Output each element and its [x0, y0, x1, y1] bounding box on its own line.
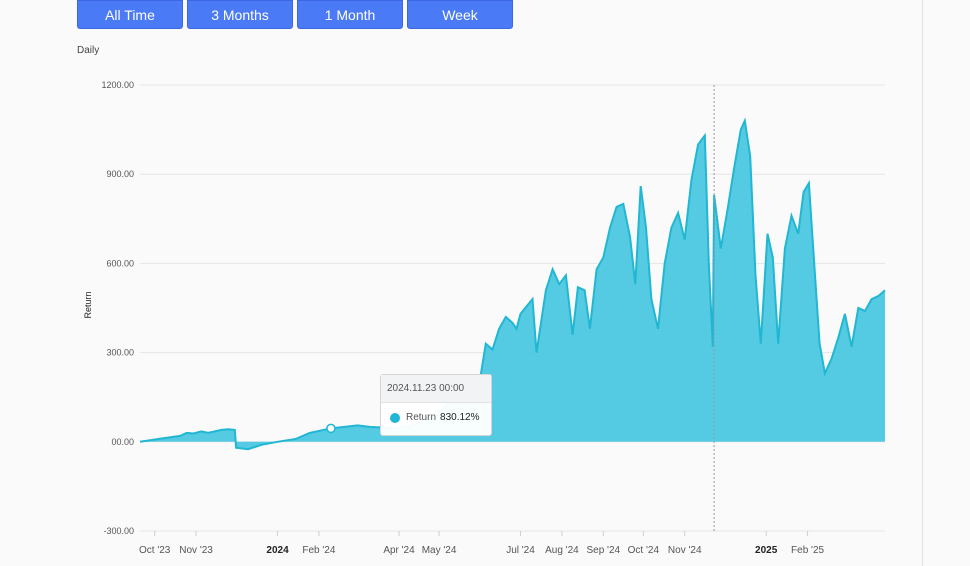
x-tick-label: Jul '24: [506, 545, 535, 556]
series-point-marker: [326, 423, 336, 434]
x-tick-label: Oct '24: [628, 545, 660, 556]
x-tick-label: May '24: [422, 545, 457, 556]
x-tick-label: Feb '25: [791, 545, 824, 556]
x-tick-labels: Oct '23 Nov '23 2024 Feb '24 Apr '24 May '24 J…: [139, 531, 825, 556]
x-tick-label: Aug '24: [545, 545, 579, 556]
range-button-all-time[interactable]: All Time: [77, 0, 183, 29]
range-button-group: All Time 3 Months 1 Month Week: [77, 0, 513, 29]
y-tick-label: 00.00: [111, 437, 134, 447]
chart-title: Daily: [77, 45, 100, 56]
tooltip-date: 2024.11.23 00:00: [381, 375, 491, 403]
y-tick-labels: -300.00 00.00 300.00 600.00 900.00 1200.00: [101, 80, 134, 536]
x-tick-label: Oct '23: [139, 545, 171, 556]
x-tick-label: Sep '24: [586, 545, 620, 556]
y-tick-label: -300.00: [103, 526, 134, 536]
tooltip-series-name: Return: [406, 412, 437, 423]
series-area-return: [140, 120, 885, 450]
y-tick-label: 900.00: [106, 169, 134, 179]
y-tick-label: 600.00: [106, 258, 134, 268]
x-tick-label: 2024: [266, 545, 289, 556]
range-button-week[interactable]: Week: [407, 0, 513, 29]
x-tick-label: Feb '24: [302, 545, 335, 556]
y-tick-label: 1200.00: [101, 80, 134, 90]
range-button-3-months[interactable]: 3 Months: [187, 0, 293, 29]
y-tick-label: 300.00: [106, 348, 134, 358]
tooltip: 2024.11.23 00:00 Return 830.12%: [380, 374, 492, 436]
x-tick-label: 2025: [755, 545, 778, 556]
range-button-1-month[interactable]: 1 Month: [297, 0, 403, 29]
x-tick-label: Nov '23: [179, 545, 213, 556]
series-line-return: [139, 117, 886, 451]
x-tick-label: Nov '24: [668, 545, 702, 556]
panel-divider: [922, 0, 923, 566]
x-tick-label: Apr '24: [383, 545, 415, 556]
tooltip-series-dot: [390, 412, 400, 423]
tooltip-value: 830.12%: [440, 412, 480, 423]
